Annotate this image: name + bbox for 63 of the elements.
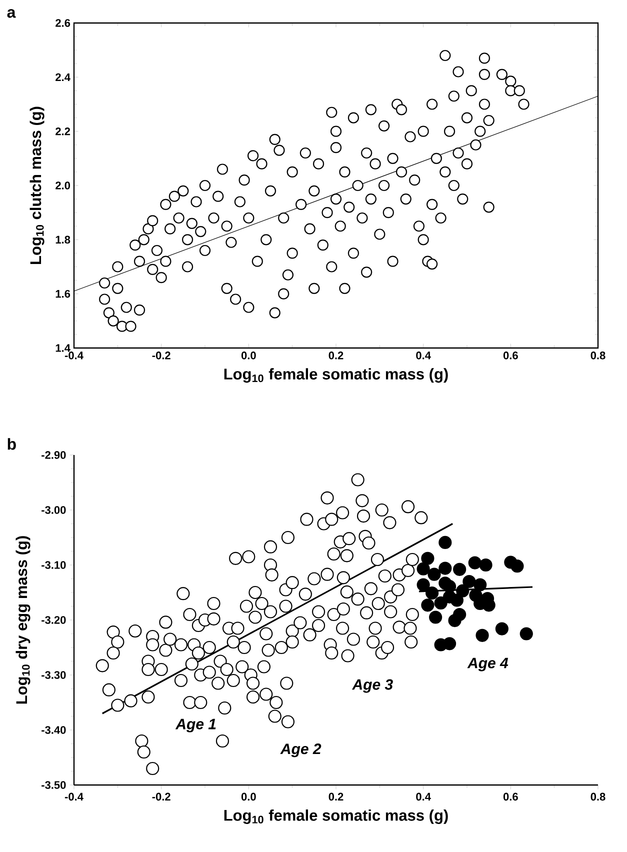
y-tick-label: -3.00 <box>42 506 66 514</box>
point <box>438 562 452 575</box>
point <box>456 584 470 598</box>
x-tick-label: -0.2 <box>152 352 170 360</box>
annotation: Age 4 <box>467 658 508 672</box>
y-tick-label: 2.6 <box>56 19 70 27</box>
annotation: Age 2 <box>280 744 322 758</box>
point <box>453 562 466 576</box>
x-tick-label: 0.0 <box>241 792 256 801</box>
y-tick-label: 2.4 <box>56 73 70 81</box>
point <box>479 558 492 572</box>
point <box>495 622 508 636</box>
y-tick-label: -3.30 <box>42 671 66 679</box>
point <box>434 596 448 610</box>
point <box>476 628 489 642</box>
point <box>421 552 434 565</box>
y-tick-label: 1.4 <box>56 344 70 352</box>
point <box>428 568 441 581</box>
point <box>474 578 487 592</box>
point <box>421 598 434 612</box>
annotation: Age 1 <box>175 718 216 732</box>
point <box>482 598 496 612</box>
y-tick-label: -3.10 <box>42 561 66 569</box>
point <box>520 627 533 640</box>
point <box>438 576 452 590</box>
point <box>510 560 524 573</box>
chart-title: a <box>7 9 16 18</box>
x-axis-title: Log$_{10}$ female somatic mass (g) <box>224 368 448 383</box>
y-tick-label: -3.20 <box>42 616 66 624</box>
point <box>450 594 464 607</box>
point <box>448 614 462 628</box>
x-tick-label: 0.8 <box>590 792 606 801</box>
x-axis-title: Log$_{10}$ female somatic mass (g) <box>224 809 448 824</box>
point <box>462 574 476 588</box>
point <box>468 556 482 570</box>
x-tick-label: 0.6 <box>503 352 518 360</box>
y-tick-label: 2.0 <box>56 182 70 190</box>
x-tick-label: 0.6 <box>503 792 518 801</box>
x-tick-label: 0.0 <box>241 352 256 360</box>
point <box>416 562 430 576</box>
y-tick-label: -2.90 <box>42 451 66 459</box>
x-tick-label: -0.4 <box>64 792 84 801</box>
point <box>416 578 430 592</box>
point <box>429 610 442 624</box>
x-tick-label: 0.4 <box>416 352 431 360</box>
annotation: Age 3 <box>352 679 393 693</box>
x-tick-label: 0.8 <box>590 352 606 360</box>
y-tick-label: -3.50 <box>42 781 66 789</box>
x-tick-label: -0.4 <box>64 352 84 360</box>
chart-title: b <box>8 438 16 450</box>
point <box>442 637 456 650</box>
x-tick-label: 0.2 <box>328 352 344 360</box>
y-tick-label: -3.40 <box>42 726 66 734</box>
y-axis-title: Log$_{10}$ dry egg mass (g) <box>16 536 30 704</box>
y-tick-label: 1.6 <box>56 290 70 298</box>
y-tick-label: 2.2 <box>56 128 70 136</box>
point <box>438 536 452 550</box>
x-tick-label: 0.4 <box>416 792 431 801</box>
x-tick-label: -0.2 <box>152 792 170 801</box>
x-tick-label: 0.2 <box>328 792 344 801</box>
y-tick-label: 1.8 <box>56 236 70 244</box>
point <box>426 586 439 600</box>
y-axis-title: Log$_{10}$ clutch mass (g) <box>30 106 44 264</box>
